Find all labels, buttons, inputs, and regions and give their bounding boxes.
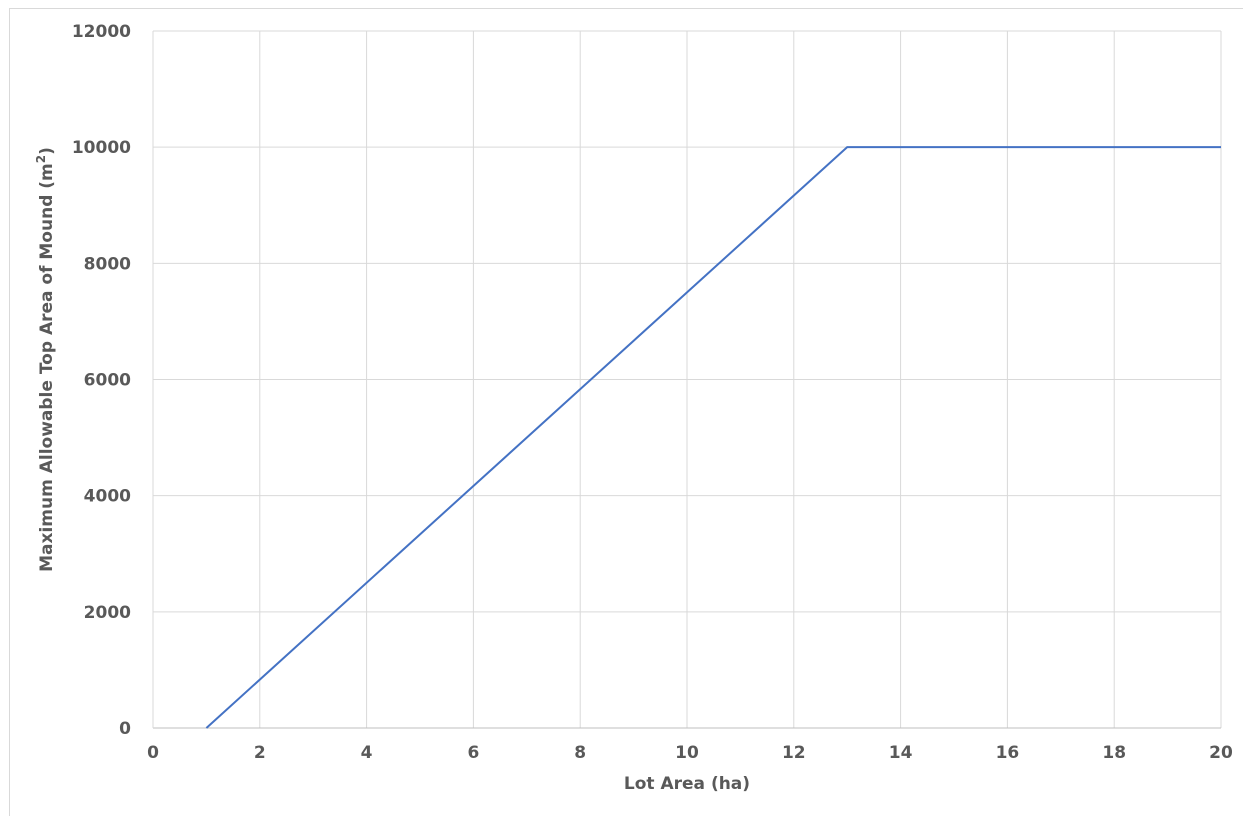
y-axis-title-main: Maximum Allowable Top Area of Mound (m — [37, 163, 57, 572]
x-tick-label: 10 — [675, 743, 699, 763]
x-tick-label: 12 — [782, 743, 806, 763]
y-tick-label: 2000 — [84, 603, 131, 623]
series-line — [205, 146, 1221, 729]
axis-layer — [152, 31, 1221, 729]
x-tick-label: 2 — [254, 743, 266, 763]
y-axis-title-sup: 2 — [34, 155, 48, 163]
y-tick-label: 6000 — [84, 371, 131, 391]
x-tick-labels: 0 2 4 6 8 10 12 14 16 18 20 — [147, 743, 1233, 763]
y-tick-label: 0 — [119, 719, 131, 739]
x-tick-label: 8 — [574, 743, 586, 763]
y-tick-label: 12000 — [72, 22, 131, 42]
y-axis-title: Maximum Allowable Top Area of Mound (m2) — [34, 147, 57, 572]
x-tick-label: 16 — [996, 743, 1020, 763]
y-tick-label: 8000 — [84, 254, 131, 274]
y-tick-label: 10000 — [72, 138, 131, 158]
x-tick-label: 14 — [889, 743, 913, 763]
y-tick-labels: 0 2000 4000 6000 8000 10000 12000 — [72, 22, 131, 739]
y-axis-title-end: ) — [37, 147, 57, 155]
series-layer — [205, 146, 1221, 729]
grid-layer — [153, 30, 1222, 728]
x-tick-label: 20 — [1209, 743, 1233, 763]
x-tick-label: 6 — [467, 743, 479, 763]
x-tick-label: 4 — [361, 743, 373, 763]
y-tick-label: 4000 — [84, 487, 131, 507]
x-axis-title: Lot Area (ha) — [624, 774, 750, 794]
x-tick-label: 0 — [147, 743, 159, 763]
x-tick-label: 18 — [1102, 743, 1126, 763]
